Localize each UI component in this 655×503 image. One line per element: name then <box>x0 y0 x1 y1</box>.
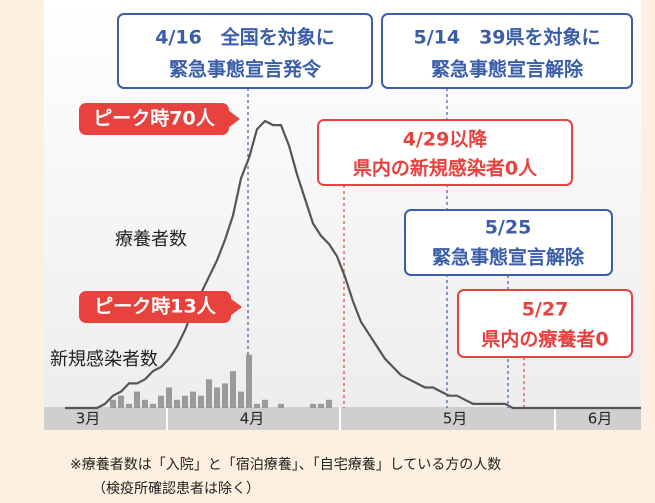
annotation-text: ピーク時70人 <box>93 108 215 130</box>
bar <box>190 391 196 408</box>
bar <box>150 403 156 408</box>
bar <box>166 387 172 408</box>
annotation-box <box>381 13 633 89</box>
bar <box>134 391 140 408</box>
x-tick-label: 6月 <box>588 410 613 428</box>
bar <box>246 354 252 408</box>
bar <box>214 387 220 408</box>
annotation-text: 緊急事態宣言解除 <box>432 246 585 269</box>
bar <box>254 403 260 408</box>
x-tick-label: 3月 <box>76 410 101 428</box>
bar <box>182 395 188 408</box>
bar <box>198 395 204 408</box>
annotation-text: 5/14 39県を対象に <box>413 26 600 49</box>
annotation-text: 5/25 <box>485 217 532 239</box>
annotation-text: 県内の新規感染者0人 <box>353 157 538 180</box>
bar <box>318 403 324 408</box>
series-label: 新規感染者数 <box>50 349 158 370</box>
bar <box>118 395 124 408</box>
bar <box>126 403 132 408</box>
annotation-text: 4/16 全国を対象に <box>155 26 335 49</box>
bar <box>206 379 212 408</box>
annotation-text: ピーク時13人 <box>94 296 216 318</box>
bar <box>174 399 180 408</box>
annotation-text: 5/27 <box>522 299 569 321</box>
month-band <box>44 407 641 430</box>
bar <box>326 399 332 408</box>
callout-pointer <box>230 298 242 316</box>
annotation-text: 4/29以降 <box>403 128 489 151</box>
bar <box>158 395 164 408</box>
bar <box>262 399 268 408</box>
series-label: 療養者数 <box>115 229 187 250</box>
bar <box>278 403 284 408</box>
bar <box>110 399 116 408</box>
callout-pointer <box>228 110 240 128</box>
annotation-box <box>404 209 613 276</box>
bar <box>238 391 244 408</box>
footnote: ※療養者数は「入院」と「宿泊療養」、「自宅療養」している方の人数 <box>70 456 501 473</box>
annotation-text: 緊急事態宣言発令 <box>169 58 322 81</box>
x-tick-label: 4月 <box>240 410 265 428</box>
x-tick-label: 5月 <box>443 410 468 428</box>
bar <box>222 383 228 408</box>
annotation-text: 緊急事態宣言解除 <box>431 58 584 81</box>
line <box>65 119 641 410</box>
bar <box>142 399 148 408</box>
annotation-box <box>117 13 373 89</box>
annotation-box <box>317 119 573 186</box>
annotation-box <box>79 103 229 135</box>
annotation-box <box>79 291 231 323</box>
bar <box>230 371 236 408</box>
annotation-box <box>457 289 633 358</box>
footnote: （検疫所確認患者は除く） <box>92 481 260 497</box>
bar <box>310 403 316 408</box>
annotation-text: 県内の療養者0 <box>481 328 608 351</box>
